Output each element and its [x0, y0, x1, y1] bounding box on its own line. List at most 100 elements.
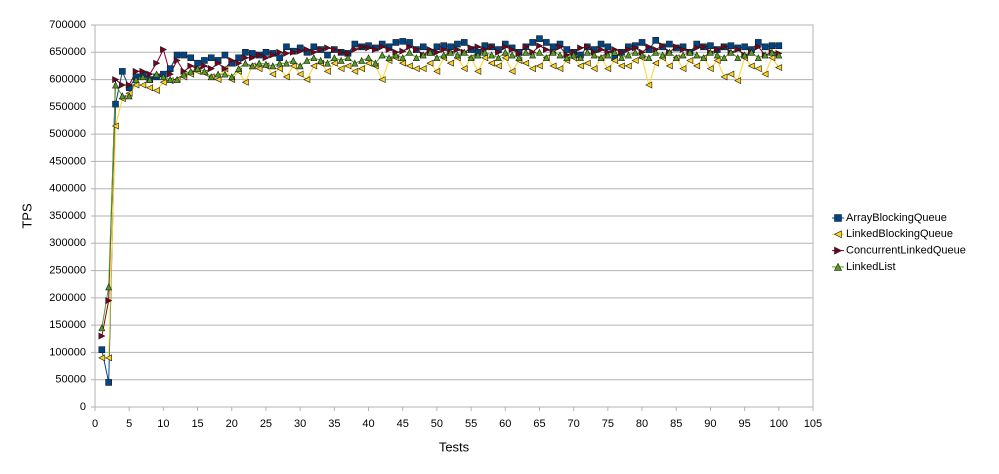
data-point [775, 64, 783, 72]
data-point [392, 51, 400, 59]
data-point [727, 70, 735, 78]
data-point [255, 65, 263, 73]
data-point [419, 51, 427, 59]
data-point [508, 67, 516, 75]
data-point [754, 54, 762, 62]
data-point [344, 54, 352, 62]
data-point [447, 43, 454, 51]
data-point [693, 62, 701, 70]
x-tick-label: 105 [804, 418, 822, 430]
data-point [761, 43, 769, 51]
x-tick-label: 0 [92, 418, 98, 430]
data-point [255, 51, 263, 59]
data-point [720, 54, 728, 62]
data-point [563, 54, 571, 62]
data-point [262, 48, 270, 56]
data-point [283, 43, 290, 51]
data-point [242, 54, 250, 62]
data-point [495, 48, 503, 56]
data-point [536, 35, 543, 42]
data-point [221, 65, 229, 73]
data-point [337, 56, 345, 64]
data-point [194, 64, 202, 72]
x-tick-label: 5 [126, 418, 132, 430]
data-point [583, 48, 591, 56]
data-point [248, 50, 256, 57]
data-point [166, 70, 174, 78]
data-point [454, 46, 462, 54]
data-point [659, 42, 667, 50]
data-point [98, 332, 106, 340]
data-point [235, 54, 242, 62]
data-point [173, 75, 181, 83]
data-point [693, 51, 701, 59]
data-point [611, 56, 618, 64]
data-point [761, 51, 769, 59]
y-tick-label: 550000 [49, 101, 86, 113]
data-point [118, 92, 126, 100]
data-point [276, 59, 284, 67]
data-point [351, 59, 359, 67]
data-point [235, 59, 243, 67]
data-point [296, 62, 304, 70]
data-point [535, 62, 543, 70]
data-point [700, 54, 708, 62]
data-point [460, 39, 468, 46]
data-point [707, 42, 714, 50]
data-point [241, 78, 249, 86]
data-point [522, 43, 530, 51]
data-point [597, 40, 605, 48]
data-point [734, 54, 742, 62]
data-point [528, 65, 536, 73]
data-point [365, 44, 373, 52]
legend-marker [834, 262, 842, 271]
data-point [625, 46, 633, 54]
data-point [159, 73, 167, 81]
data-point [659, 51, 667, 59]
data-point [768, 54, 776, 62]
data-point [242, 48, 249, 56]
data-point [283, 49, 291, 57]
data-point [638, 51, 646, 59]
data-point [727, 42, 735, 50]
x-tick-label: 15 [191, 418, 203, 430]
data-point [754, 65, 762, 73]
data-point [474, 67, 482, 75]
data-point [727, 48, 735, 56]
data-point [146, 70, 154, 78]
data-point [119, 68, 126, 75]
data-point [228, 73, 236, 81]
data-point [112, 100, 119, 108]
x-tick-label: 95 [738, 418, 750, 430]
data-point [624, 62, 632, 70]
data-point [453, 51, 461, 59]
y-tick-label: 300000 [49, 237, 86, 249]
data-point [543, 46, 550, 54]
data-point [337, 65, 345, 73]
y-tick-label: 200000 [49, 292, 86, 304]
data-point [454, 40, 461, 48]
data-point [700, 43, 708, 51]
y-tick-label: 650000 [49, 46, 86, 58]
data-point [276, 54, 283, 62]
data-point [351, 46, 359, 54]
data-point [713, 56, 721, 64]
data-point [214, 76, 222, 84]
data-point [481, 54, 489, 62]
data-point [392, 39, 400, 46]
data-point [501, 54, 509, 62]
data-point [768, 48, 776, 56]
data-point [262, 60, 270, 68]
data-point [344, 62, 352, 70]
x-tick-label: 45 [397, 418, 409, 430]
data-point [474, 51, 482, 59]
data-point [139, 81, 147, 89]
data-point [105, 283, 113, 291]
data-point [652, 59, 660, 67]
data-point [542, 54, 550, 62]
data-point [638, 39, 646, 46]
data-point [146, 75, 154, 83]
data-point [296, 47, 304, 55]
x-tick-label: 50 [431, 418, 443, 430]
data-point [221, 51, 229, 59]
